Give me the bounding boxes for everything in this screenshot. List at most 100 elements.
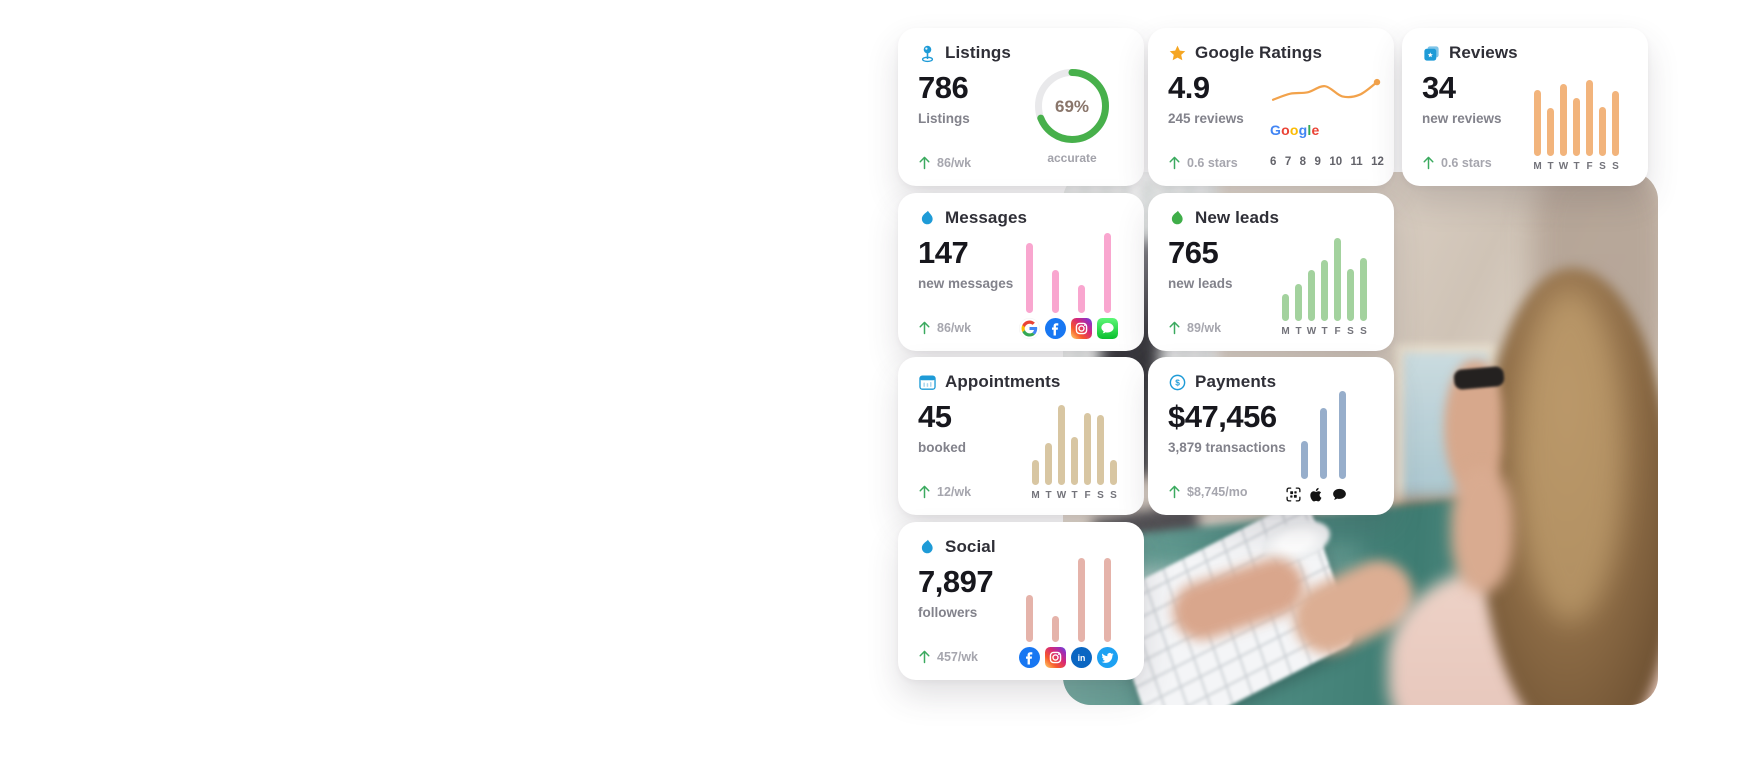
x-axis-label: 11: [1350, 156, 1363, 168]
day-label: S: [1110, 490, 1117, 501]
flame-icon: [918, 209, 937, 228]
bar: [1534, 90, 1541, 156]
photo-woman-neck: [1451, 467, 1513, 592]
svg-text:69%: 69%: [1055, 97, 1089, 116]
x-axis-label: 9: [1314, 156, 1321, 168]
payments-card-header: $ Payments: [1168, 372, 1276, 392]
day-label: F: [1334, 326, 1341, 337]
bar: [1032, 460, 1039, 485]
bar-column: [1068, 233, 1094, 339]
bar: [1547, 108, 1554, 156]
donut-caption: accurate: [1047, 151, 1097, 165]
new-leads-card-header: New leads: [1168, 208, 1279, 228]
bar: [1295, 284, 1302, 321]
bar-column: S: [1094, 405, 1107, 502]
reviews-count-label: new reviews: [1422, 111, 1502, 126]
appointments-card-header: Appointments: [918, 372, 1060, 392]
social-followers-label: followers: [918, 605, 978, 620]
bar-column: M: [1279, 238, 1292, 338]
bar: [1071, 437, 1078, 485]
bar: [1301, 441, 1308, 479]
day-label: T: [1573, 161, 1580, 172]
listings-card-header: Listings: [918, 43, 1011, 63]
bar: [1282, 294, 1289, 321]
bar: [1110, 460, 1117, 485]
google-logo-letter: G: [1270, 122, 1282, 138]
messages-trend: 86/wk: [918, 320, 971, 335]
bar-column: S: [1609, 80, 1622, 173]
payments-total: $47,456: [1168, 399, 1277, 434]
up-arrow-icon: [1168, 155, 1181, 170]
google-logo: Google: [1270, 122, 1319, 138]
ratings-line-chart: [1270, 68, 1384, 121]
google-rating-value: 4.9: [1168, 70, 1210, 105]
social-card-header: Social: [918, 537, 996, 557]
appointments-count: 45: [918, 399, 952, 434]
bar-column: in: [1068, 558, 1094, 668]
reviews-trend: 0.6 stars: [1422, 155, 1492, 170]
payments-bar-chart: [1286, 391, 1352, 503]
photo-hair-highlight: [1518, 292, 1623, 622]
new-leads-count: 765: [1168, 235, 1219, 270]
trend-text: 457/wk: [937, 649, 979, 664]
day-label: W: [1306, 326, 1317, 337]
day-label: S: [1347, 326, 1354, 337]
bar-column: F: [1081, 405, 1094, 502]
social-bar-chart: in: [1016, 558, 1120, 668]
bar: [1045, 443, 1052, 485]
bar: [1103, 558, 1111, 642]
card-title: Reviews: [1449, 43, 1518, 62]
day-label: T: [1321, 326, 1328, 337]
bar-column: T: [1318, 238, 1331, 338]
social-followers-count: 7,897: [918, 564, 994, 599]
bar: [1347, 269, 1354, 321]
listings-count-label: Listings: [918, 111, 970, 126]
bar-column: T: [1068, 405, 1081, 502]
appointments-trend: 12/wk: [918, 484, 971, 499]
accuracy-donut-chart: 69%: [1034, 68, 1110, 149]
reviews-card-header: Reviews: [1422, 43, 1518, 63]
bar: [1334, 238, 1341, 321]
bar: [1051, 616, 1059, 642]
x-axis-label: 8: [1299, 156, 1307, 168]
day-label: T: [1045, 490, 1052, 501]
svg-text:$: $: [1175, 377, 1180, 387]
apple-icon: [1308, 486, 1325, 503]
bar-column: S: [1107, 405, 1120, 502]
chat-bubble-icon: [1331, 486, 1348, 503]
card-title: Payments: [1195, 372, 1277, 391]
instagram-icon: [1070, 318, 1092, 339]
card-title: Appointments: [945, 372, 1061, 391]
appointments-count-label: booked: [918, 440, 967, 455]
google-icon: [1018, 318, 1040, 339]
bar: [1321, 260, 1328, 321]
google-ratings-trend: 0.6 stars: [1168, 155, 1238, 170]
google-ratings-card-header: Google Ratings: [1168, 43, 1322, 63]
bar: [1025, 243, 1033, 313]
social-card: Social 7,897 followers 457/wk in: [898, 522, 1144, 680]
bar-column: T: [1570, 80, 1583, 173]
x-axis-label: 6: [1270, 156, 1277, 168]
bar-column: [1094, 233, 1120, 339]
day-label: S: [1360, 326, 1367, 337]
day-label: M: [1281, 326, 1290, 337]
google-ratings-card: Google Ratings 4.9 245 reviews 0.6 stars…: [1148, 28, 1394, 186]
bar-column: T: [1292, 238, 1305, 338]
listings-trend: 86/wk: [918, 155, 971, 170]
bar: [1612, 91, 1619, 156]
bar-column: W: [1557, 80, 1570, 173]
trend-text: 0.6 stars: [1187, 155, 1238, 170]
trend-text: 89/wk: [1187, 320, 1222, 335]
bar: [1077, 285, 1085, 313]
bar: [1077, 558, 1085, 642]
bar-column: F: [1583, 80, 1596, 173]
bar-column: [1295, 391, 1314, 479]
bar: [1097, 415, 1104, 485]
bar: [1308, 270, 1315, 321]
bar-column: M: [1531, 80, 1544, 173]
google-logo-letter: o: [1281, 122, 1290, 138]
up-arrow-icon: [1422, 155, 1435, 170]
listings-count: 786: [918, 70, 969, 105]
